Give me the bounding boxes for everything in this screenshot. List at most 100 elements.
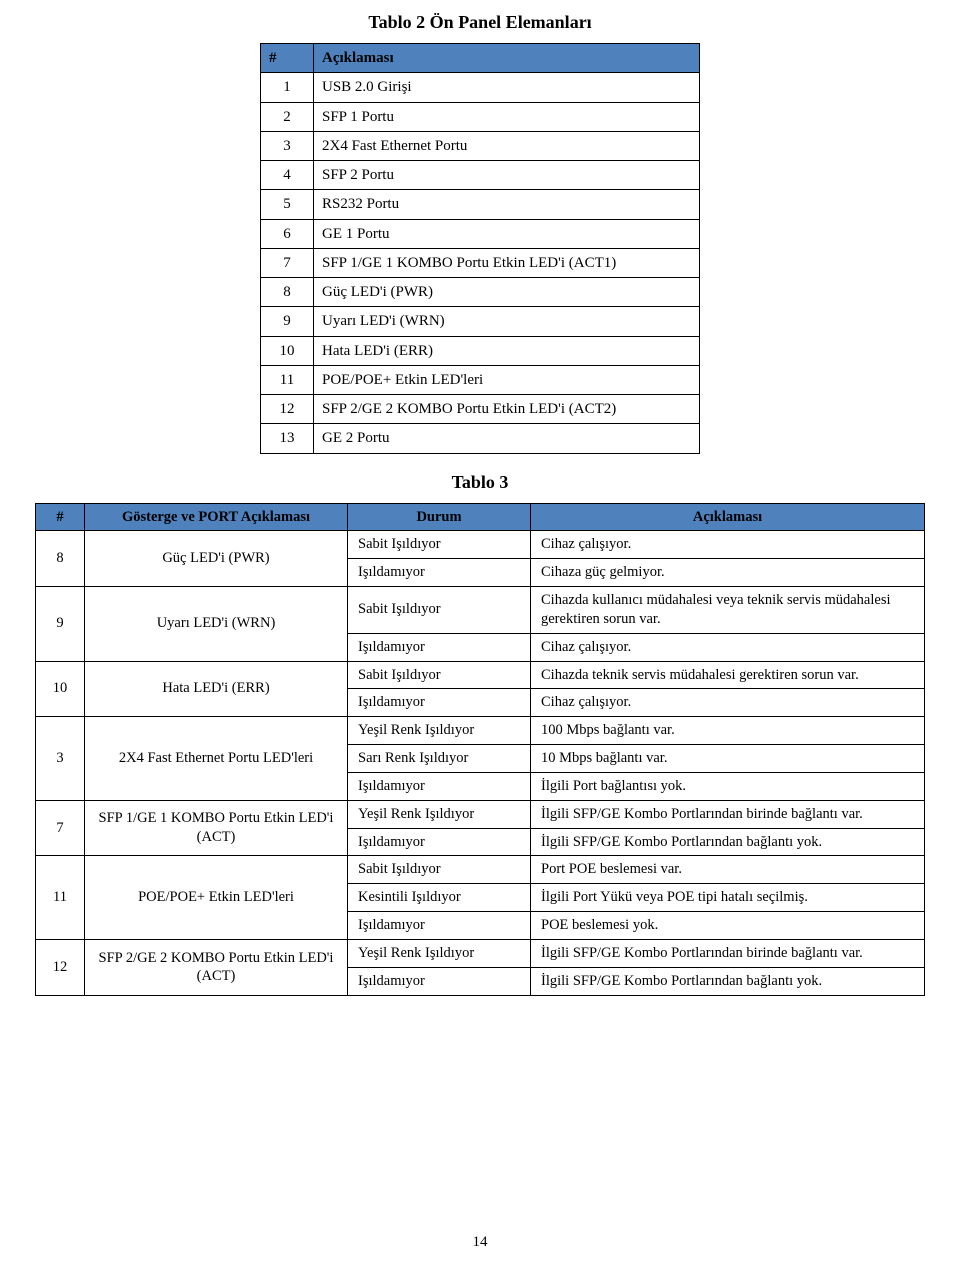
table2-cell-desc: SFP 2 Portu: [314, 161, 700, 190]
table3-head: # Gösterge ve PORT Açıklaması Durum Açık…: [36, 503, 925, 531]
table3-header-indicator: Gösterge ve PORT Açıklaması: [85, 503, 348, 531]
table2-cell-desc: USB 2.0 Girişi: [314, 73, 700, 102]
table3-cell-state: Kesintili Işıldıyor: [348, 884, 531, 912]
table2-header-desc: Açıklaması: [314, 44, 700, 73]
table3-cell-num: 11: [36, 856, 85, 940]
table-row: 7SFP 1/GE 1 KOMBO Portu Etkin LED'i (ACT…: [261, 248, 700, 277]
table3-cell-desc: Cihazda teknik servis müdahalesi gerekti…: [531, 661, 925, 689]
table2-cell-desc: Uyarı LED'i (WRN): [314, 307, 700, 336]
table2-cell-num: 1: [261, 73, 314, 102]
table2-cell-desc: SFP 2/GE 2 KOMBO Portu Etkin LED'i (ACT2…: [314, 395, 700, 424]
table3-cell-indicator: 2X4 Fast Ethernet Portu LED'leri: [85, 717, 348, 801]
table2-cell-num: 6: [261, 219, 314, 248]
table3-cell-state: Sabit Işıldıyor: [348, 661, 531, 689]
table2-cell-num: 8: [261, 278, 314, 307]
table-row: 10Hata LED'i (ERR)Sabit IşıldıyorCihazda…: [36, 661, 925, 689]
table2: # Açıklaması 1USB 2.0 Girişi2SFP 1 Portu…: [260, 43, 700, 454]
table-row: 9Uyarı LED'i (WRN): [261, 307, 700, 336]
table-row: 12SFP 2/GE 2 KOMBO Portu Etkin LED'i (AC…: [36, 940, 925, 968]
table2-cell-desc: GE 1 Portu: [314, 219, 700, 248]
table3-cell-indicator: Uyarı LED'i (WRN): [85, 587, 348, 662]
table3-cell-state: Işıldamıyor: [348, 967, 531, 995]
table2-cell-num: 13: [261, 424, 314, 453]
table3-cell-state: Işıldamıyor: [348, 772, 531, 800]
table2-cell-num: 7: [261, 248, 314, 277]
table3-header-state: Durum: [348, 503, 531, 531]
table3-cell-desc: Cihazda kullanıcı müdahalesi veya teknik…: [531, 587, 925, 634]
table3-header-num: #: [36, 503, 85, 531]
table3-cell-state: Işıldamıyor: [348, 633, 531, 661]
table3-cell-num: 10: [36, 661, 85, 717]
table3-cell-desc: Cihaz çalışıyor.: [531, 531, 925, 559]
table2-cell-desc: GE 2 Portu: [314, 424, 700, 453]
table3-container: # Gösterge ve PORT Açıklaması Durum Açık…: [35, 503, 925, 996]
table3-cell-state: Yeşil Renk Işıldıyor: [348, 800, 531, 828]
table3-cell-state: Sarı Renk Işıldıyor: [348, 745, 531, 773]
page-number: 14: [0, 1234, 960, 1251]
table3-cell-indicator: Hata LED'i (ERR): [85, 661, 348, 717]
table3-cell-desc: İlgili SFP/GE Kombo Portlarından bağlant…: [531, 967, 925, 995]
table2-cell-num: 2: [261, 102, 314, 131]
table-row: 8Güç LED'i (PWR): [261, 278, 700, 307]
table3-title: Tablo 3: [0, 472, 960, 493]
table3-cell-desc: İlgili Port Yükü veya POE tipi hatalı se…: [531, 884, 925, 912]
table3-cell-desc: İlgili SFP/GE Kombo Portlarından birinde…: [531, 940, 925, 968]
table3-body: 8Güç LED'i (PWR)Sabit IşıldıyorCihaz çal…: [36, 531, 925, 995]
table-row: 11POE/POE+ Etkin LED'leri: [261, 365, 700, 394]
table3-cell-desc: İlgili SFP/GE Kombo Portlarından bağlant…: [531, 828, 925, 856]
table3-header-desc: Açıklaması: [531, 503, 925, 531]
table-row: 4SFP 2 Portu: [261, 161, 700, 190]
table3-cell-indicator: SFP 2/GE 2 KOMBO Portu Etkin LED'i (ACT): [85, 940, 348, 996]
table3-cell-desc: 10 Mbps bağlantı var.: [531, 745, 925, 773]
table2-cell-num: 12: [261, 395, 314, 424]
table3-cell-num: 9: [36, 587, 85, 662]
table2-cell-desc: Hata LED'i (ERR): [314, 336, 700, 365]
table3-cell-state: Yeşil Renk Işıldıyor: [348, 717, 531, 745]
table2-cell-num: 4: [261, 161, 314, 190]
table3-cell-desc: Cihaza güç gelmiyor.: [531, 559, 925, 587]
table2-cell-desc: SFP 1/GE 1 KOMBO Portu Etkin LED'i (ACT1…: [314, 248, 700, 277]
table-row: 9Uyarı LED'i (WRN)Sabit IşıldıyorCihazda…: [36, 587, 925, 634]
table2-cell-desc: RS232 Portu: [314, 190, 700, 219]
table2-head: # Açıklaması: [261, 44, 700, 73]
table3-cell-num: 12: [36, 940, 85, 996]
table2-cell-desc: POE/POE+ Etkin LED'leri: [314, 365, 700, 394]
table3-cell-num: 7: [36, 800, 85, 856]
table2-cell-num: 5: [261, 190, 314, 219]
table3-cell-indicator: SFP 1/GE 1 KOMBO Portu Etkin LED'i (ACT): [85, 800, 348, 856]
table3-cell-state: Sabit Işıldıyor: [348, 856, 531, 884]
table3-cell-state: Işıldamıyor: [348, 559, 531, 587]
table-row: 11POE/POE+ Etkin LED'leriSabit Işıldıyor…: [36, 856, 925, 884]
table3-cell-indicator: POE/POE+ Etkin LED'leri: [85, 856, 348, 940]
table3: # Gösterge ve PORT Açıklaması Durum Açık…: [35, 503, 925, 996]
table3-cell-desc: 100 Mbps bağlantı var.: [531, 717, 925, 745]
table-row: 13GE 2 Portu: [261, 424, 700, 453]
table-row: 6GE 1 Portu: [261, 219, 700, 248]
table2-cell-num: 3: [261, 131, 314, 160]
table-row: 1USB 2.0 Girişi: [261, 73, 700, 102]
table-row: 7SFP 1/GE 1 KOMBO Portu Etkin LED'i (ACT…: [36, 800, 925, 828]
table2-title: Tablo 2 Ön Panel Elemanları: [0, 0, 960, 43]
table3-cell-state: Işıldamıyor: [348, 912, 531, 940]
table-row: 12SFP 2/GE 2 KOMBO Portu Etkin LED'i (AC…: [261, 395, 700, 424]
table-row: 32X4 Fast Ethernet Portu LED'leriYeşil R…: [36, 717, 925, 745]
table3-cell-num: 8: [36, 531, 85, 587]
table2-header-num: #: [261, 44, 314, 73]
table2-container: # Açıklaması 1USB 2.0 Girişi2SFP 1 Portu…: [260, 43, 700, 454]
table-row: 2SFP 1 Portu: [261, 102, 700, 131]
table2-cell-num: 10: [261, 336, 314, 365]
table3-cell-state: Işıldamıyor: [348, 689, 531, 717]
table2-body: 1USB 2.0 Girişi2SFP 1 Portu32X4 Fast Eth…: [261, 73, 700, 453]
table3-cell-state: Yeşil Renk Işıldıyor: [348, 940, 531, 968]
table2-cell-desc: Güç LED'i (PWR): [314, 278, 700, 307]
table3-cell-desc: Cihaz çalışıyor.: [531, 689, 925, 717]
table3-cell-desc: POE beslemesi yok.: [531, 912, 925, 940]
table2-cell-num: 9: [261, 307, 314, 336]
table-row: 32X4 Fast Ethernet Portu: [261, 131, 700, 160]
document-page: Tablo 2 Ön Panel Elemanları # Açıklaması…: [0, 0, 960, 1265]
table3-cell-desc: İlgili Port bağlantısı yok.: [531, 772, 925, 800]
table3-cell-state: Sabit Işıldıyor: [348, 531, 531, 559]
table2-cell-desc: 2X4 Fast Ethernet Portu: [314, 131, 700, 160]
table2-cell-num: 11: [261, 365, 314, 394]
table-row: 5RS232 Portu: [261, 190, 700, 219]
